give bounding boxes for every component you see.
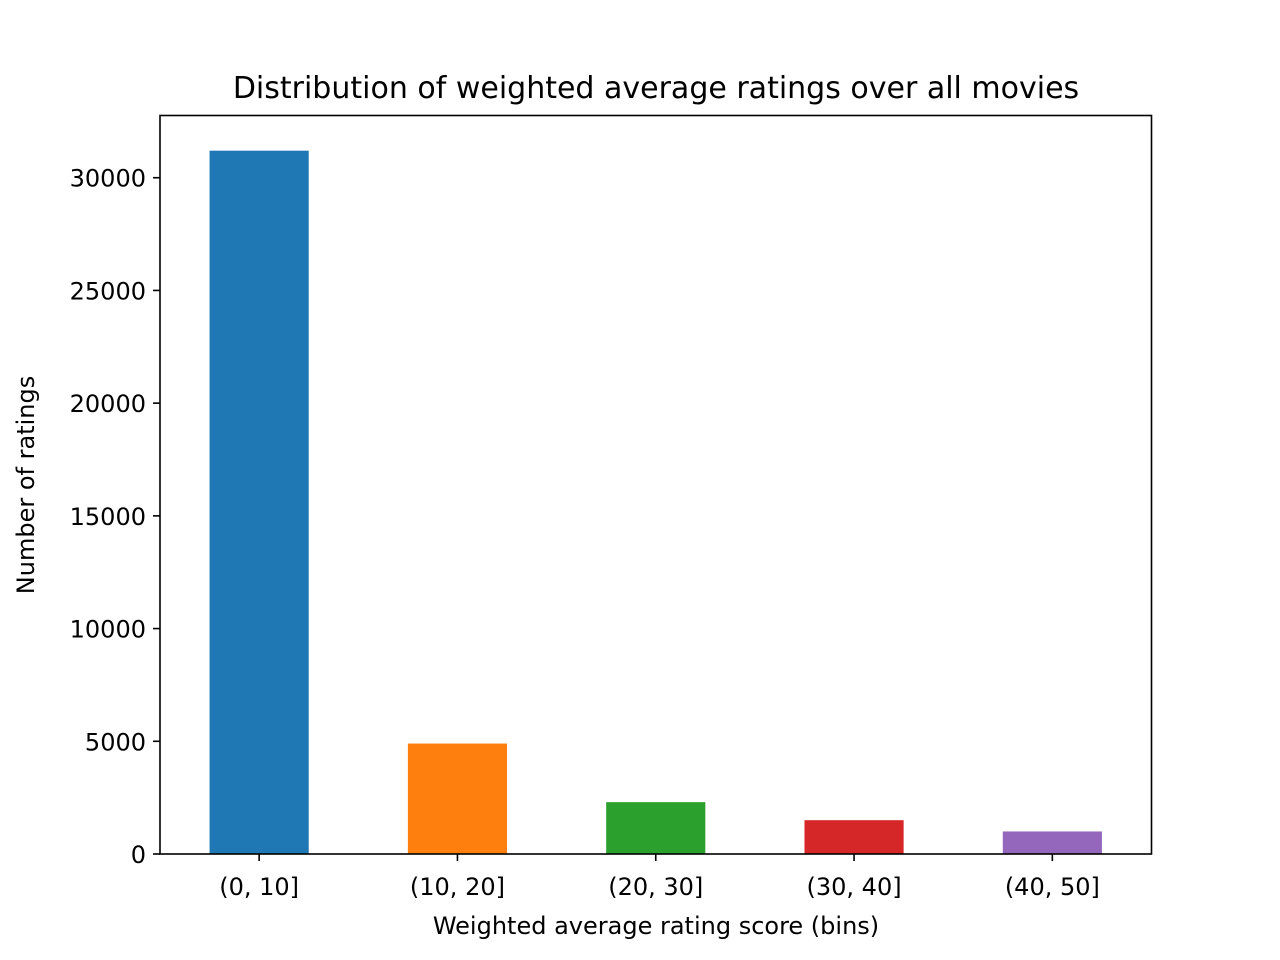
bar-1 <box>407 743 508 854</box>
bar-3 <box>804 820 904 854</box>
x-tick-label-3: (30, 40] <box>807 873 902 901</box>
y-tick-label-6: 30000 <box>70 165 146 193</box>
x-tick-label-4: (40, 50] <box>1005 873 1100 901</box>
y-tick-label-5: 25000 <box>70 277 146 305</box>
y-tick-label-0: 0 <box>131 841 146 869</box>
x-tick-label-0: (0, 10] <box>219 873 299 901</box>
chart-title: Distribution of weighted average ratings… <box>233 71 1079 106</box>
y-axis-label: Number of ratings <box>12 376 40 594</box>
bar-2 <box>606 802 706 854</box>
y-tick-label-4: 20000 <box>70 390 146 418</box>
axes-frame <box>159 114 1153 855</box>
x-tick-label-2: (20, 30] <box>608 873 703 901</box>
x-axis-ticks: (0, 10] (10, 20] (20, 30] (30, 40] (40, 50] <box>219 854 1100 901</box>
y-axis-ticks: 0 5000 10000 15000 20000 25000 30000 <box>70 165 160 869</box>
x-tick-label-1: (10, 20] <box>410 873 505 901</box>
y-tick-label-2: 10000 <box>70 616 146 644</box>
plot-area: (0, 10] (10, 20] (20, 30] (30, 40] (40, 50] … <box>70 114 1153 901</box>
y-tick-label-3: 15000 <box>70 503 146 531</box>
y-tick-label-1: 5000 <box>85 728 146 756</box>
bar-0 <box>209 150 309 854</box>
bar-4 <box>1002 831 1102 854</box>
x-axis-label: Weighted average rating score (bins) <box>433 912 879 940</box>
bars <box>209 150 1102 854</box>
